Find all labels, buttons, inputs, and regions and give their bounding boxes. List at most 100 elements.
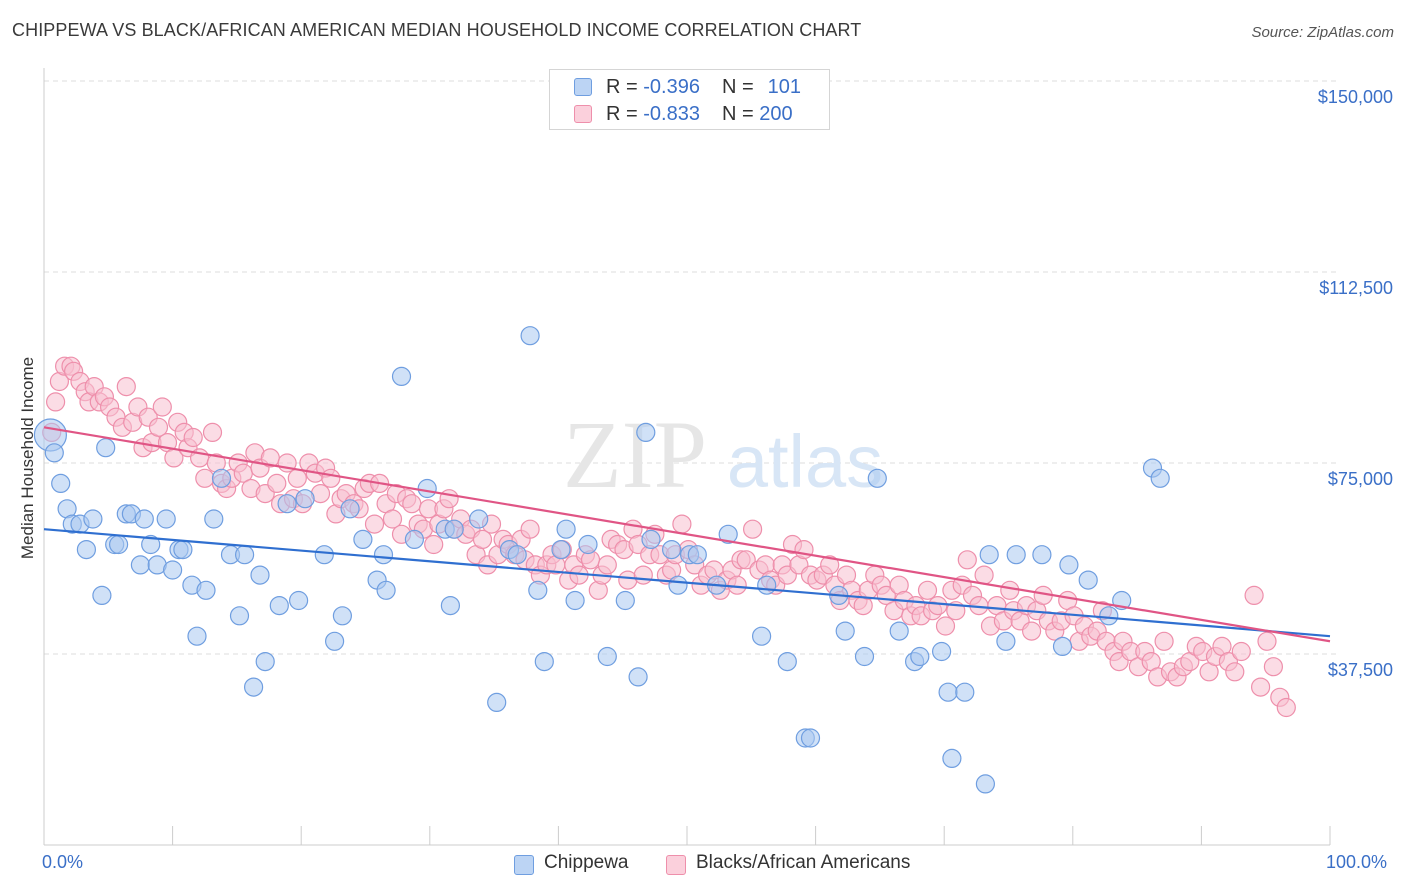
chippewa-point-54 xyxy=(507,545,527,565)
black-point-61 xyxy=(364,514,385,534)
chippewa-point-32 xyxy=(255,651,275,672)
chippewa-point-66 xyxy=(641,529,661,550)
chippewa-point-23 xyxy=(187,626,207,646)
chippewa-point-80 xyxy=(854,646,875,667)
chippewa-point-84 xyxy=(910,646,930,667)
legend-swatch-black xyxy=(574,105,592,123)
black-point-43 xyxy=(267,473,287,493)
black-point-130 xyxy=(742,519,763,539)
chippewa-point-7 xyxy=(83,509,103,529)
chippewa-point-94 xyxy=(1052,636,1073,657)
chippewa-point-56 xyxy=(528,580,548,600)
chippewa-point-40 xyxy=(340,499,360,519)
legend-label-black: Blacks/African Americans xyxy=(696,852,911,873)
black-point-163 xyxy=(935,616,956,636)
chippewa-point-57 xyxy=(534,651,554,672)
chippewa-point-31 xyxy=(250,565,270,585)
chippewa-point-38 xyxy=(325,631,345,651)
legend-n-value-black: 200 xyxy=(759,103,793,125)
chippewa-point-87 xyxy=(942,748,962,769)
axes xyxy=(43,68,1331,846)
chippewa-point-9 xyxy=(96,438,116,458)
chippewa-point-72 xyxy=(718,524,738,544)
black-point-212 xyxy=(1231,641,1251,662)
black-point-22 xyxy=(152,397,172,417)
chippewa-point-25 xyxy=(204,509,224,529)
chippewa-point-37 xyxy=(314,545,334,565)
black-point-72 xyxy=(424,534,444,555)
chippewa-point-86 xyxy=(938,682,958,702)
chippewa-point-18 xyxy=(156,509,176,529)
black-point-21 xyxy=(148,417,169,437)
legend-r-value-black: -0.833 xyxy=(643,103,700,125)
chippewa-point-28 xyxy=(229,606,250,626)
black-point-215 xyxy=(1257,631,1277,651)
chippewa-point-8 xyxy=(92,585,112,606)
black-point-104 xyxy=(597,555,617,575)
black-point-64 xyxy=(382,509,403,529)
chippewa-point-46 xyxy=(404,529,424,550)
chippewa-point-6 xyxy=(76,539,97,560)
trend-lines xyxy=(43,426,1331,643)
series-legend: Chippewa Blacks/African Americans xyxy=(0,850,1406,880)
trend-line-chippewa xyxy=(43,528,1331,638)
black-point-211 xyxy=(1225,662,1245,682)
y-tick-labels: $37,500 $75,000 $112,500 $150,000 xyxy=(1318,87,1393,680)
legend-swatch-black xyxy=(666,855,686,875)
correlation-legend: R = -0.396 N = 101 R = -0.833 N = 200 xyxy=(549,69,830,130)
chippewa-point-19 xyxy=(163,560,183,580)
black-point-31 xyxy=(202,422,223,442)
chippewa-point-67 xyxy=(661,539,682,560)
black-point-167 xyxy=(957,550,977,570)
black-point-30 xyxy=(195,468,215,488)
chippewa-point-2 xyxy=(51,473,71,493)
chippewa-point-79 xyxy=(835,621,855,641)
chippewa-point-91 xyxy=(996,631,1016,651)
legend-n-label: N = xyxy=(721,76,754,98)
chippewa-point-47 xyxy=(417,478,437,499)
black-point-160 xyxy=(917,580,938,600)
chippewa-point-90 xyxy=(979,545,999,565)
chippewa-point-41 xyxy=(353,529,373,550)
watermark-zip: ZIP xyxy=(563,401,707,508)
y-tick-label-1: $75,000 xyxy=(1328,469,1393,489)
chippewa-point-97 xyxy=(1099,606,1119,626)
black-point-1 xyxy=(45,392,66,412)
black-point-218 xyxy=(1276,697,1296,718)
chippewa-point-43 xyxy=(373,545,394,565)
chippewa-point-50 xyxy=(444,519,464,539)
legend-swatch-chippewa xyxy=(574,78,592,96)
chippewa-point-15 xyxy=(134,509,154,529)
chippewa-point-92 xyxy=(1006,545,1026,565)
chippewa-point-44 xyxy=(376,580,396,600)
chippewa-point-63 xyxy=(615,590,635,611)
black-point-162 xyxy=(928,595,948,616)
black-point-15 xyxy=(116,377,136,397)
chippewa-point-29 xyxy=(235,545,255,565)
chart-title: CHIPPEWA VS BLACK/AFRICAN AMERICAN MEDIA… xyxy=(12,20,862,40)
chippewa-point-26 xyxy=(211,468,232,488)
legend-n-label: N = xyxy=(721,103,754,125)
chippewa-point-93 xyxy=(1032,545,1052,565)
chippewa-point-85 xyxy=(931,641,952,662)
chippewa-point-34 xyxy=(277,494,297,514)
chippewa-point-77 xyxy=(800,728,821,748)
chippewa-point-65 xyxy=(636,422,656,442)
chippewa-point-75 xyxy=(777,651,797,672)
x-tick-min: 0.0% xyxy=(42,852,84,872)
y-axis-label: Median Household Income xyxy=(18,356,37,560)
black-point-216 xyxy=(1263,657,1284,677)
chippewa-point-33 xyxy=(269,595,289,616)
legend-n-value-chippewa: 101 xyxy=(767,76,802,98)
chippewa-point-49 xyxy=(440,595,460,616)
chippewa-point-36 xyxy=(295,489,315,509)
legend-r-label: R = xyxy=(606,103,638,125)
chippewa-point-70 xyxy=(687,545,707,565)
chippewa-point-51 xyxy=(469,509,489,529)
chippewa-point-74 xyxy=(757,575,777,595)
black-point-143 xyxy=(820,555,840,575)
chippewa-point-64 xyxy=(628,667,648,687)
trend-line-black xyxy=(43,426,1331,643)
chippewa-point-61 xyxy=(578,534,598,555)
chippewa-point-55 xyxy=(520,326,540,346)
